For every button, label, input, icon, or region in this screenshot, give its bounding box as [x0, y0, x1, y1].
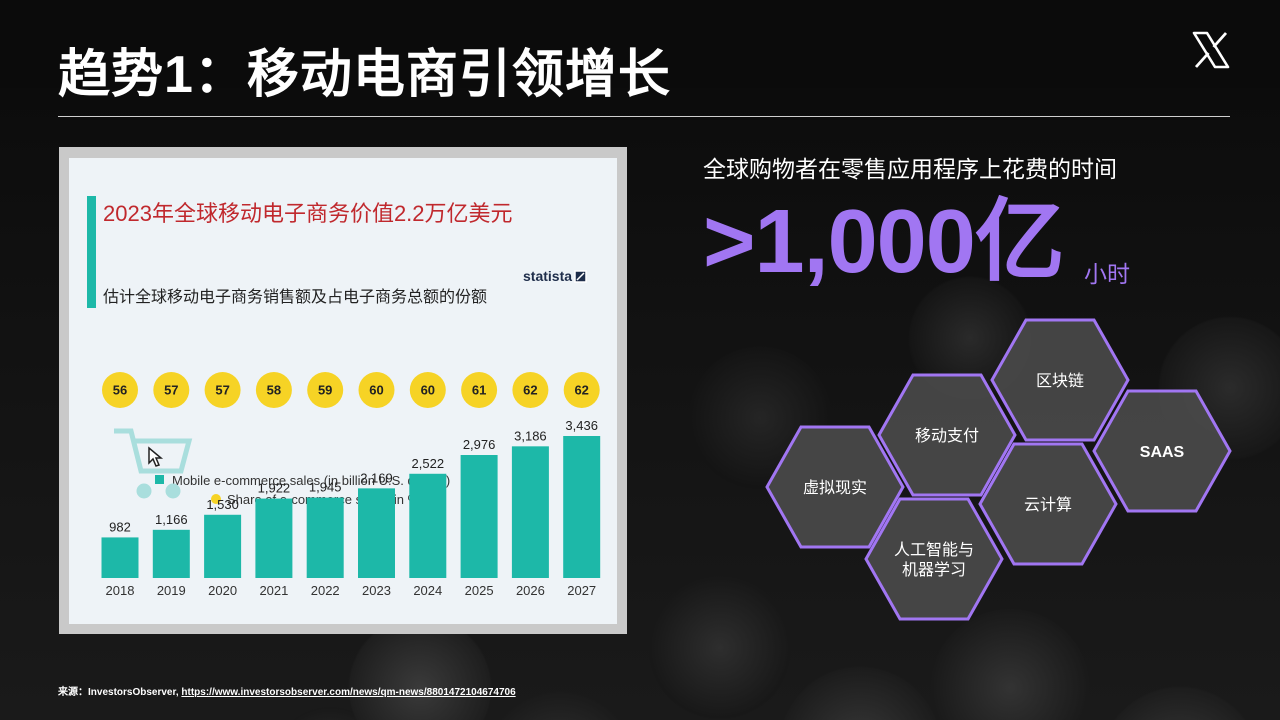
share-value-2018: 56 — [113, 383, 127, 398]
legend-label-sales: Mobile e-commerce sales (in billion U.S.… — [172, 473, 450, 488]
bar-value-2023: 2,169 — [360, 470, 393, 485]
share-dot-2019 — [153, 372, 190, 408]
x-tick-2021: 2021 — [259, 583, 288, 598]
x-tick-2020: 2020 — [208, 583, 237, 598]
statista-brand: statista — [523, 268, 572, 284]
stat-caption: 全球购物者在零售应用程序上花费的时间 — [703, 156, 1117, 182]
x-tick-2026: 2026 — [516, 583, 545, 598]
title-divider — [58, 116, 1230, 117]
bar-2018 — [101, 537, 139, 578]
share-value-2024: 60 — [421, 383, 435, 398]
share-value-2020: 57 — [215, 383, 229, 398]
x-tick-2019: 2019 — [157, 583, 186, 598]
bar-value-2019: 1,166 — [155, 512, 188, 527]
source-note: 来源：InvestorsObserver, https://www.invest… — [58, 683, 516, 698]
bar-2022 — [306, 497, 344, 578]
x-tick-2023: 2023 — [362, 583, 391, 598]
x-tick-2022: 2022 — [311, 583, 340, 598]
legend-swatch-sales — [155, 475, 164, 484]
x-tick-2018: 2018 — [106, 583, 135, 598]
statista-logo-icon — [574, 270, 587, 283]
x-tick-2027: 2027 — [567, 583, 596, 598]
chart-image-frame: 2023年全球移动电子商务价值2.2万亿美元 估计全球移动电子商务销售额及占电子… — [59, 147, 627, 634]
bar-value-2018: 982 — [109, 519, 131, 534]
legend-swatch-share — [211, 494, 221, 504]
x-tick-2025: 2025 — [465, 583, 494, 598]
chart-title: 2023年全球移动电子商务价值2.2万亿美元 — [103, 201, 513, 226]
share-dot-2025 — [461, 372, 498, 408]
title-accent-bar — [87, 196, 96, 308]
share-value-2025: 61 — [472, 383, 486, 398]
source-prefix: 来源：InvestorsObserver, — [58, 687, 182, 698]
bar-value-2020: 1,530 — [206, 497, 239, 512]
share-dot-2022 — [307, 372, 344, 408]
share-dot-2026 — [512, 372, 549, 408]
stat-value: >1,000亿 — [703, 192, 1065, 292]
share-value-2022: 59 — [318, 383, 332, 398]
source-link[interactable]: https://www.investorsobserver.com/news/q… — [181, 687, 516, 698]
chart-svg: 2023年全球移动电子商务价值2.2万亿美元 估计全球移动电子商务销售额及占电子… — [87, 196, 601, 598]
bar-2025 — [460, 455, 498, 578]
cart-icon — [114, 428, 193, 499]
bar-value-2027: 3,436 — [565, 418, 598, 433]
bar-value-2026: 3,186 — [514, 428, 547, 443]
x-logo-icon — [1192, 31, 1230, 69]
share-dot-2027 — [563, 372, 600, 408]
slide-title: 趋势1：移动电商引领增长 — [58, 46, 671, 104]
share-value-2027: 62 — [574, 383, 588, 398]
bar-value-2022: 1,945 — [309, 480, 342, 495]
bar-value-2025: 2,976 — [463, 437, 496, 452]
bar-2027 — [563, 436, 601, 578]
bar-value-2024: 2,522 — [412, 456, 445, 471]
share-value-2019: 57 — [164, 383, 178, 398]
share-dot-2024 — [409, 372, 446, 408]
share-dot-2021 — [255, 372, 292, 408]
cursor-icon — [148, 446, 164, 467]
share-value-2023: 60 — [369, 383, 383, 398]
statista-chart: 2023年全球移动电子商务价值2.2万亿美元 估计全球移动电子商务销售额及占电子… — [69, 158, 617, 624]
chart-subtitle: 估计全球移动电子商务销售额及占电子商务总额的份额 — [103, 288, 487, 306]
bar-2019 — [152, 529, 190, 578]
bar-2026 — [511, 446, 549, 578]
share-dot-2018 — [102, 372, 138, 408]
bar-2024 — [409, 473, 447, 578]
stat-unit: 小时 — [1084, 261, 1130, 287]
bar-value-2021: 1,922 — [258, 481, 291, 496]
share-value-2021: 58 — [267, 383, 281, 398]
bar-2020 — [204, 514, 242, 578]
x-tick-2024: 2024 — [413, 583, 442, 598]
share-dot-2023 — [358, 372, 395, 408]
share-value-2026: 62 — [523, 383, 537, 398]
bar-2021 — [255, 498, 293, 578]
bar-2023 — [358, 488, 395, 578]
chart-plot: 982 2018 56 1,166 2019 57 1,530 2020 57 1,922 2021… — [101, 372, 601, 598]
share-dot-2020 — [204, 372, 241, 408]
